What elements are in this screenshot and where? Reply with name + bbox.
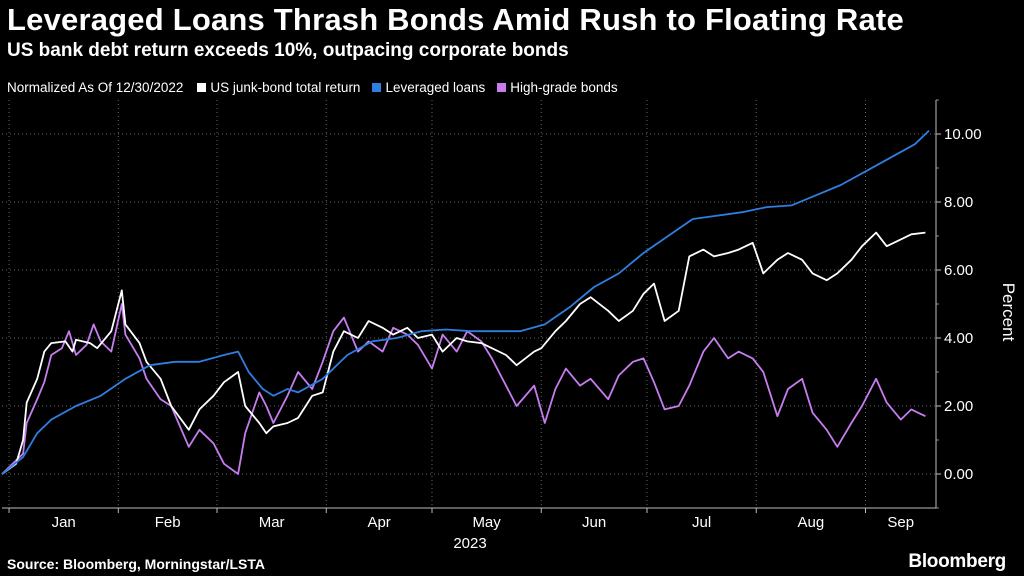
y-tick-label: 6.00	[944, 262, 973, 279]
legend-label-high-grade-bonds: High-grade bonds	[510, 79, 618, 95]
series-line-us-junk-bond-total-return	[1, 231, 926, 475]
legend-label-leveraged-loans: Leveraged loans	[385, 79, 486, 95]
y-tick-label: 8.00	[944, 194, 973, 211]
y-tick-label: 0.00	[944, 466, 973, 483]
chart-title: Leveraged Loans Thrash Bonds Amid Rush t…	[7, 2, 904, 37]
series-line-leveraged-loans	[1, 129, 930, 475]
axes: 0.00 2.00 4.00 6.00 8.00 10.00 Jan Feb Mar Apr May…	[2, 99, 1018, 552]
brand-logo: Bloomberg	[908, 551, 1006, 572]
legend-item-junk-bonds: US junk-bond total return	[197, 80, 360, 95]
grid-lines	[2, 100, 936, 508]
chart-subtitle: US bank debt return exceeds 10%, outpaci…	[7, 40, 569, 61]
x-tick-label: Apr	[367, 514, 390, 531]
source-note: Source: Bloomberg, Morningstar/LSTA	[7, 556, 265, 572]
series-lines	[1, 129, 930, 475]
legend-item-leveraged-loans: Leveraged loans	[372, 80, 485, 95]
x-tick-label: Jul	[692, 514, 711, 531]
y-axis-label: Percent	[999, 283, 1018, 342]
x-axis-label: 2023	[453, 535, 486, 552]
series-line-high-grade-bonds	[1, 303, 926, 475]
x-tick-label: May	[472, 514, 501, 531]
x-tick-label: Aug	[798, 514, 825, 531]
y-tick-label: 10.00	[944, 126, 982, 143]
y-tick-label: 2.00	[944, 398, 973, 415]
x-tick-label: Jun	[582, 514, 606, 531]
legend-swatch-high-grade-bonds	[497, 82, 507, 92]
legend-swatch-junk-bonds	[197, 82, 207, 92]
x-tick-label: Mar	[259, 514, 285, 531]
legend-item-high-grade-bonds: High-grade bonds	[497, 79, 618, 95]
x-tick-label: Jan	[52, 514, 76, 531]
y-tick-label: 4.00	[944, 330, 973, 347]
x-tick-label: Feb	[155, 514, 181, 531]
legend-swatch-leveraged-loans	[372, 82, 382, 92]
normalization-note: Normalized As Of 12/30/2022	[7, 79, 184, 95]
x-tick-label: Sep	[887, 514, 914, 531]
legend-label-junk-bonds: US junk-bond total return	[210, 79, 361, 95]
legend: Normalized As Of 12/30/2022 US junk-bond…	[7, 78, 630, 96]
